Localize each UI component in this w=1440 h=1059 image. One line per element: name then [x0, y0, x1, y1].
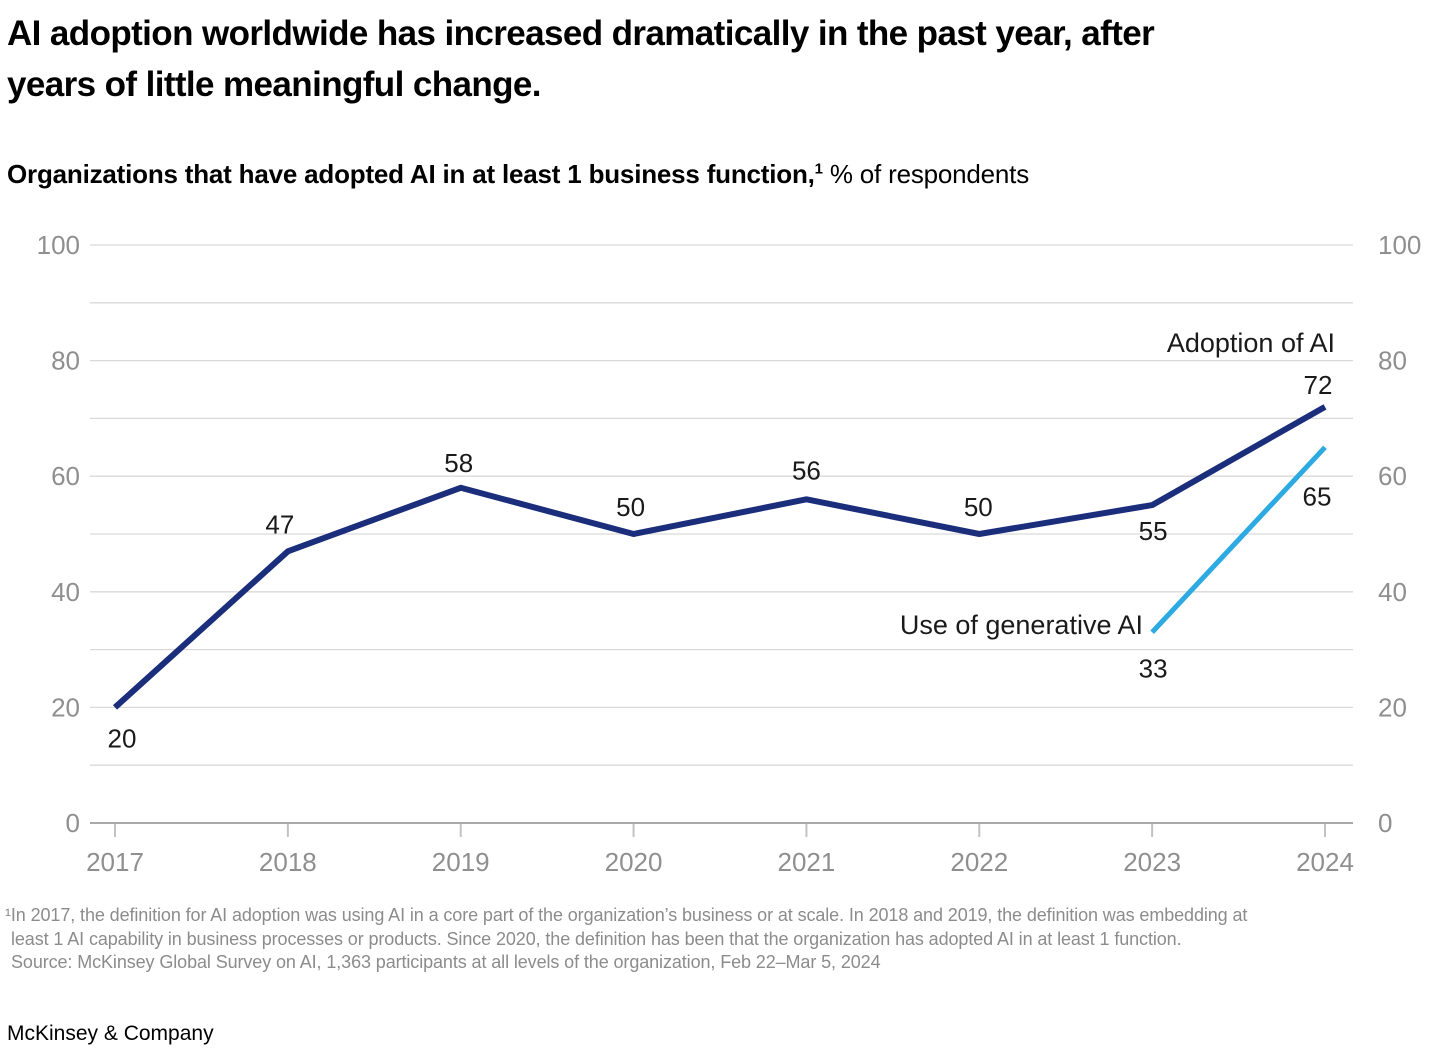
- y-axis-label-right: 60: [1378, 461, 1407, 491]
- use-of-generative-ai-line: [1150, 445, 1327, 634]
- x-axis-label: 2018: [259, 847, 317, 877]
- y-axis-label-right: 20: [1378, 692, 1407, 722]
- data-label: 56: [792, 455, 821, 485]
- series-label: Use of generative AI: [900, 610, 1143, 640]
- y-axis-label-right: 0: [1378, 808, 1392, 838]
- y-axis-label-right: 80: [1378, 346, 1407, 376]
- x-axis-label: 2017: [86, 847, 144, 877]
- chart-subtitle-bold: Organizations that have adopted AI in at…: [7, 159, 815, 189]
- footnote-source: Source: McKinsey Global Survey on AI, 1,…: [11, 952, 881, 972]
- y-axis-label-left: 100: [37, 230, 80, 260]
- footnote-marker: 1: [814, 160, 823, 178]
- data-label: 20: [108, 723, 137, 753]
- x-axis-label: 2019: [432, 847, 490, 877]
- footnote-line2: least 1 AI capability in business proces…: [11, 928, 1182, 949]
- x-axis-label: 2020: [605, 847, 663, 877]
- footnote: ¹In 2017, the definition for AI adoption…: [5, 904, 1247, 975]
- x-axis-label: 2024: [1296, 847, 1354, 877]
- data-label: 47: [265, 509, 294, 539]
- y-axis-label-right: 100: [1378, 230, 1421, 260]
- x-axis-label: 2021: [778, 847, 836, 877]
- data-label: 50: [616, 492, 645, 522]
- data-label: 33: [1139, 653, 1168, 683]
- y-axis-label-right: 40: [1378, 577, 1407, 607]
- footnote-line1: ¹In 2017, the definition for AI adoption…: [5, 905, 1248, 925]
- y-axis-label-left: 20: [51, 692, 80, 722]
- page-title-line2: years of little meaningful change.: [7, 65, 542, 104]
- adoption-of-ai-line: [112, 404, 1327, 710]
- y-axis-label-left: 0: [66, 808, 80, 838]
- chart-subtitle-units: % of respondents: [829, 159, 1030, 189]
- chart-subtitle: Organizations that have adopted AI in at…: [7, 159, 1029, 190]
- data-label: 50: [964, 492, 993, 522]
- page-title: AI adoption worldwide has increased dram…: [7, 8, 1155, 110]
- y-axis-label-left: 80: [51, 346, 80, 376]
- x-axis-label: 2022: [950, 847, 1008, 877]
- data-label: 65: [1303, 481, 1332, 511]
- mckinsey-logo: McKinsey & Company: [7, 1022, 214, 1045]
- data-label: 58: [444, 448, 473, 478]
- page-title-line1: AI adoption worldwide has increased dram…: [7, 14, 1155, 53]
- data-label: 72: [1304, 370, 1333, 400]
- y-axis-label-left: 40: [51, 577, 80, 607]
- data-label: 55: [1139, 516, 1168, 546]
- x-axis-label: 2023: [1123, 847, 1181, 877]
- series-label: Adoption of AI: [1167, 328, 1335, 358]
- y-axis-label-left: 60: [51, 461, 80, 491]
